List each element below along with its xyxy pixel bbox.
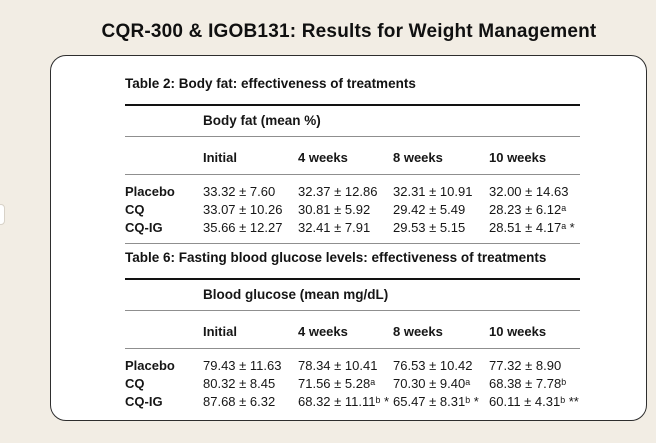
empty-cell xyxy=(125,149,203,166)
table-row-cq-ig: CQ-IG 35.66 ± 12.27 32.41 ± 7.91 29.53 ±… xyxy=(125,219,580,237)
divider xyxy=(125,310,580,311)
table-title: Table 2: Body fat: effectiveness of trea… xyxy=(125,76,416,91)
table-title: Table 6: Fasting blood glucose levels: e… xyxy=(125,250,547,265)
blood-glucose-table: Table 6: Fasting blood glucose levels: e… xyxy=(125,250,580,411)
column-header-8-weeks: 8 weeks xyxy=(393,150,443,165)
row-label: CQ-IG xyxy=(125,394,163,409)
cell: 32.41 ± 7.91 xyxy=(298,220,371,235)
cell: 79.43 ± 11.63 xyxy=(203,358,282,373)
column-header-8-weeks: 8 weeks xyxy=(393,324,443,339)
cell: 65.47 ± 8.31ᵇ * xyxy=(393,394,479,409)
cell: 70.30 ± 9.40ᵃ xyxy=(393,376,471,391)
cell: 29.42 ± 5.49 xyxy=(393,202,466,217)
column-header-initial: Initial xyxy=(203,324,237,339)
table-row-placebo: Placebo 33.32 ± 7.60 32.37 ± 12.86 32.31… xyxy=(125,183,580,201)
divider xyxy=(125,136,580,137)
row-label: CQ xyxy=(125,202,145,217)
cell: 35.66 ± 12.27 xyxy=(203,220,283,235)
row-label: Placebo xyxy=(125,358,175,373)
measure-header: Blood glucose (mean mg/dL) xyxy=(203,287,389,302)
row-label: CQ xyxy=(125,376,145,391)
cell: 87.68 ± 6.32 xyxy=(203,394,276,409)
table-body: Placebo 79.43 ± 11.63 78.34 ± 10.41 76.5… xyxy=(125,357,580,411)
cell: 33.32 ± 7.60 xyxy=(203,184,276,199)
divider xyxy=(125,174,580,175)
cell: 68.38 ± 7.78ᵇ xyxy=(489,376,567,391)
table-row-cq: CQ 33.07 ± 10.26 30.81 ± 5.92 29.42 ± 5.… xyxy=(125,201,580,219)
table-bottom-rule xyxy=(125,243,580,244)
left-edge-notch xyxy=(0,204,5,225)
cell: 60.11 ± 4.31ᵇ ** xyxy=(489,394,579,409)
measure-header: Body fat (mean %) xyxy=(203,113,321,128)
cell: 29.53 ± 5.15 xyxy=(393,220,466,235)
table-row-cq: CQ 80.32 ± 8.45 71.56 ± 5.28ᵃ 70.30 ± 9.… xyxy=(125,375,580,393)
column-header-10-weeks: 10 weeks xyxy=(489,324,547,339)
table-top-rule xyxy=(125,278,580,280)
table-body: Placebo 33.32 ± 7.60 32.37 ± 12.86 32.31… xyxy=(125,183,580,237)
body-fat-table: Table 2: Body fat: effectiveness of trea… xyxy=(125,76,580,244)
cell: 68.32 ± 11.11ᵇ * xyxy=(298,394,390,409)
results-panel: Table 2: Body fat: effectiveness of trea… xyxy=(50,55,647,421)
cell: 28.23 ± 6.12ᵃ xyxy=(489,202,567,217)
row-label: Placebo xyxy=(125,184,175,199)
row-label: CQ-IG xyxy=(125,220,163,235)
column-header-row: Initial 4 weeks 8 weeks 10 weeks xyxy=(125,323,580,340)
cell: 33.07 ± 10.26 xyxy=(203,202,283,217)
table-row-cq-ig: CQ-IG 87.68 ± 6.32 68.32 ± 11.11ᵇ * 65.4… xyxy=(125,393,580,411)
divider xyxy=(125,348,580,349)
cell: 30.81 ± 5.92 xyxy=(298,202,371,217)
cell: 77.32 ± 8.90 xyxy=(489,358,562,373)
table-top-rule xyxy=(125,104,580,106)
cell: 80.32 ± 8.45 xyxy=(203,376,276,391)
column-header-4-weeks: 4 weeks xyxy=(298,150,348,165)
cell: 32.31 ± 10.91 xyxy=(393,184,473,199)
cell: 32.00 ± 14.63 xyxy=(489,184,569,199)
empty-cell xyxy=(125,323,203,340)
column-header-row: Initial 4 weeks 8 weeks 10 weeks xyxy=(125,149,580,166)
cell: 28.51 ± 4.17ᵃ * xyxy=(489,220,575,235)
table-row-placebo: Placebo 79.43 ± 11.63 78.34 ± 10.41 76.5… xyxy=(125,357,580,375)
cell: 76.53 ± 10.42 xyxy=(393,358,473,373)
page-title: CQR-300 & IGOB131: Results for Weight Ma… xyxy=(101,21,597,42)
cell: 78.34 ± 10.41 xyxy=(298,358,378,373)
column-header-10-weeks: 10 weeks xyxy=(489,150,547,165)
column-header-initial: Initial xyxy=(203,150,237,165)
cell: 71.56 ± 5.28ᵃ xyxy=(298,376,376,391)
column-header-4-weeks: 4 weeks xyxy=(298,324,348,339)
cell: 32.37 ± 12.86 xyxy=(298,184,378,199)
